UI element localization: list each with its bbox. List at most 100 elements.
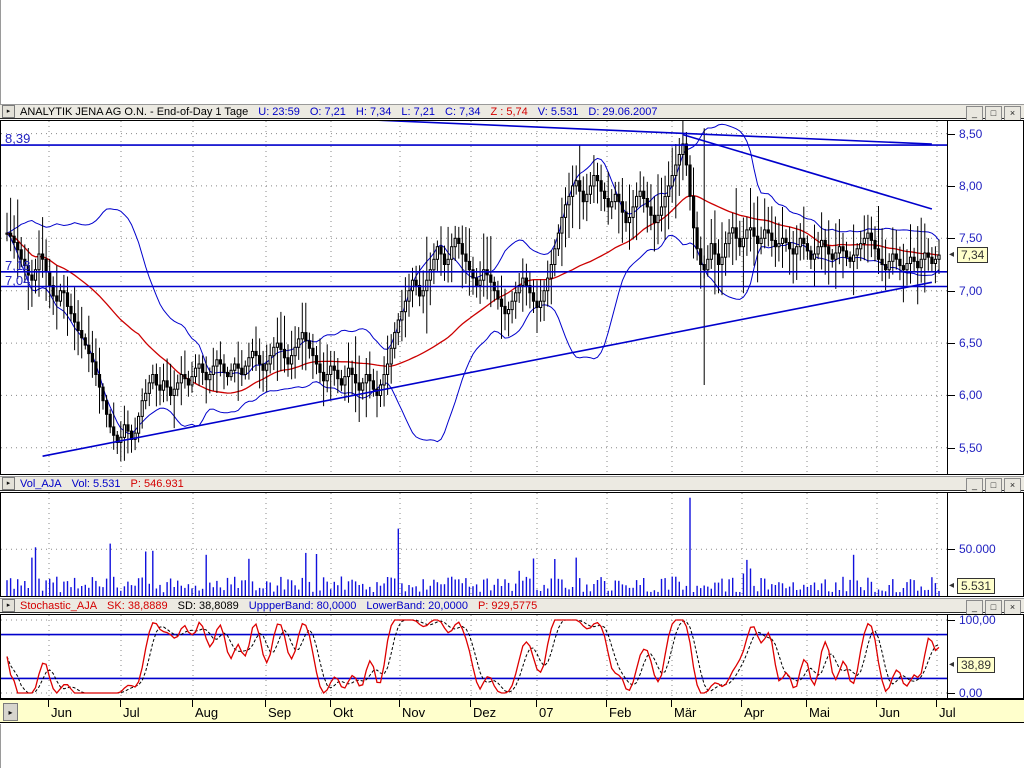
maximize-icon[interactable]: □	[985, 478, 1002, 493]
stochastic-bands	[1, 633, 947, 680]
price-field-3: L: 7,21	[401, 105, 436, 118]
last-stochastic-arrow: ◂	[949, 658, 955, 670]
price-field-6: V: 5.531	[537, 105, 579, 118]
price-tick-1	[948, 185, 955, 187]
stochastic-panel-titlebar[interactable]: ▸ Stochastic_AJA SK: 38,8889 SD: 38,8089 Up…	[0, 598, 1024, 615]
time-tick-9	[671, 700, 672, 707]
hline-label-2: 7,04	[5, 272, 31, 288]
time-axis-handle[interactable]: ▸	[3, 703, 18, 721]
stochastic-field-4: P: 929,5775	[477, 599, 538, 612]
stochastic-tick-label-1: 0,00	[959, 686, 983, 699]
time-tick-6	[470, 700, 471, 707]
last-volume-arrow: ◂	[949, 580, 955, 591]
volume-indicator-name: Vol_AJA	[20, 477, 62, 490]
minimize-icon[interactable]: _	[966, 106, 983, 121]
time-tick-2	[192, 700, 193, 707]
price-y-axis[interactable]: 8,50 8,00 7,50 7,00 6,50 6,00 5,50 ◂ 7,34	[948, 120, 1024, 475]
time-tick-11	[806, 700, 807, 707]
price-field-4: C: 7,34	[445, 105, 481, 118]
price-tick-label-0: 8,50	[959, 126, 983, 141]
last-price-arrow: ◂	[949, 249, 955, 261]
time-label-4: Okt	[333, 705, 354, 720]
volume-field-0: Vol: 5.531	[71, 477, 121, 490]
time-tick-3	[265, 700, 266, 707]
price-chart-plot[interactable]: Ohne Orders ©hardyman 8,397,187,04	[0, 120, 948, 475]
price-tick-label-1: 8,00	[959, 178, 983, 193]
price-tick-label-2: 7,50	[959, 231, 983, 246]
volume-chart-plot[interactable]	[0, 492, 948, 597]
stochastic-sd-line	[6, 619, 940, 694]
price-panel-info: ANALYTIK JENA AG O.N. - End-of-Day 1 Tag…	[18, 105, 668, 119]
volume-gridlines	[1, 493, 947, 596]
close-icon[interactable]: ×	[1004, 600, 1021, 615]
time-label-5: Nov	[402, 705, 426, 720]
stochastic-panel-window-buttons[interactable]: _ □ ×	[966, 600, 1021, 615]
time-axis[interactable]: ▸ Jun Jul Aug Sep Okt Nov Dez 07 Feb Mär Apr Mai Jun…	[0, 699, 1024, 723]
time-label-6: Dez	[473, 705, 497, 720]
candlestick-series	[5, 121, 941, 462]
volume-panel-window-buttons[interactable]: _ □ ×	[966, 478, 1021, 493]
price-tick-4	[948, 343, 955, 345]
maximize-icon[interactable]: □	[985, 600, 1002, 615]
bollinger-lower-line	[6, 232, 940, 443]
time-label-12: Jun	[879, 705, 900, 720]
stochastic-sk-line	[6, 619, 940, 695]
horizontal-reference-lines	[1, 144, 947, 288]
stochastic-y-axis[interactable]: 100,00 0,00 ◂ 38,89	[948, 614, 1024, 699]
price-panel-window-buttons[interactable]: _ □ ×	[966, 106, 1021, 121]
maximize-icon[interactable]: □	[985, 106, 1002, 121]
price-panel-handle[interactable]: ▸	[2, 105, 15, 118]
volume-y-axis[interactable]: 50.000 ◂ 5.531	[948, 492, 1024, 597]
time-label-7: 07	[539, 705, 554, 720]
price-tick-6	[948, 447, 955, 449]
workspace-blank-bottom	[0, 724, 1024, 768]
stochastic-field-0: SK: 38,8889	[107, 599, 168, 612]
time-tick-12	[876, 700, 877, 707]
price-panel-titlebar[interactable]: ▸ ANALYTIK JENA AG O.N. - End-of-Day 1 T…	[0, 104, 1024, 121]
stochastic-gridlines	[1, 615, 947, 698]
price-tick-label-6: 5,50	[959, 440, 983, 455]
time-label-8: Feb	[609, 705, 632, 720]
volume-panel-handle[interactable]: ▸	[2, 477, 15, 490]
price-tick-3	[948, 290, 955, 292]
price-tick-label-3: 7,00	[959, 283, 983, 298]
time-label-9: Mär	[674, 705, 697, 720]
price-tick-label-5: 6,00	[959, 388, 983, 403]
price-tick-label-4: 6,50	[959, 336, 983, 351]
time-tick-10	[741, 700, 742, 707]
time-label-0: Jun	[51, 705, 72, 720]
trendline-support	[42, 281, 933, 457]
price-field-5: Z : 5,74	[490, 105, 528, 118]
minimize-icon[interactable]: _	[966, 600, 983, 615]
volume-panel-titlebar[interactable]: ▸ Vol_AJA Vol: 5.531 P: 546.931 _ □ ×	[0, 476, 1024, 493]
price-field-0: U: 23:59	[258, 105, 300, 118]
price-tick-2	[948, 238, 955, 240]
volume-tick-label-0: 50.000	[959, 542, 996, 557]
time-label-2: Aug	[195, 705, 219, 720]
price-field-2: H: 7,34	[355, 105, 392, 118]
bollinger-upper-line	[6, 123, 940, 376]
workspace-blank-top	[0, 0, 1024, 104]
hline-label-1: 7,18	[5, 257, 31, 273]
price-field-1: O: 7,21	[309, 105, 346, 118]
stochastic-chart-plot[interactable]	[0, 614, 948, 699]
volume-field-1: P: 546.931	[130, 477, 184, 490]
stochastic-tick-1	[948, 693, 955, 694]
last-volume-tag: 5.531	[957, 578, 996, 594]
minimize-icon[interactable]: _	[966, 478, 983, 493]
trendline-upper-b	[682, 133, 933, 210]
time-label-13: Jul	[939, 705, 956, 720]
time-label-3: Sep	[268, 705, 292, 720]
stochastic-panel-handle[interactable]: ▸	[2, 599, 15, 612]
time-label-11: Mai	[809, 705, 830, 720]
price-tick-0	[948, 133, 955, 135]
close-icon[interactable]: ×	[1004, 106, 1021, 121]
time-tick-4	[330, 700, 331, 707]
moving-average-line	[6, 194, 940, 394]
price-tick-5	[948, 395, 955, 397]
stochastic-panel-info: Stochastic_AJA SK: 38,8889 SD: 38,8089 Uppp…	[18, 599, 547, 613]
close-icon[interactable]: ×	[1004, 478, 1021, 493]
last-price-tag: 7,34	[957, 247, 989, 264]
price-field-7: D: 29.06.2007	[588, 105, 658, 118]
